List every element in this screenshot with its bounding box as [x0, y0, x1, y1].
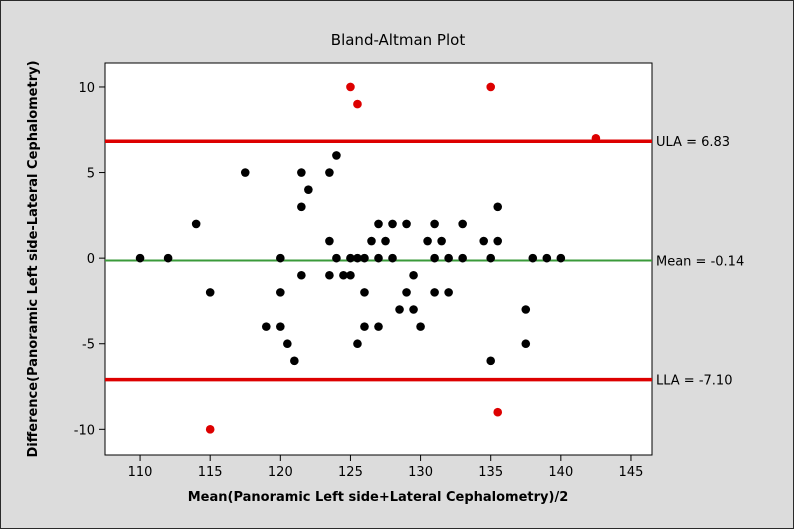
data-point — [493, 236, 503, 246]
reference-label-2: LLA = -7.10 — [656, 374, 732, 389]
data-point — [297, 202, 306, 212]
reference-label-0: ULA = 6.83 — [656, 135, 730, 150]
x-tick-label: 110 — [128, 465, 153, 480]
data-point — [276, 322, 285, 331]
data-point — [409, 270, 418, 280]
outlier-point — [591, 134, 601, 143]
outlier-point — [493, 407, 503, 417]
data-point — [402, 219, 411, 229]
data-point — [381, 236, 390, 246]
data-point — [430, 253, 439, 263]
data-point — [437, 236, 446, 246]
data-point — [486, 253, 496, 263]
y-tick-label: 10 — [78, 81, 95, 96]
chart-title: Bland-Altman Plot — [331, 31, 466, 49]
data-point — [332, 253, 341, 263]
x-tick-label: 135 — [478, 465, 503, 480]
outlier-point — [486, 82, 496, 92]
data-point — [325, 236, 334, 246]
reference-lines: ULA = 6.83 Mean = -0.14 LLA = -7.10 — [105, 135, 744, 389]
data-point — [521, 305, 531, 314]
data-point — [409, 305, 418, 314]
data-point — [402, 288, 411, 297]
data-point — [542, 253, 552, 263]
data-point — [191, 219, 201, 229]
data-point — [388, 219, 397, 229]
data-point — [297, 168, 306, 177]
data-point — [528, 253, 538, 263]
data-point — [290, 356, 299, 366]
data-point — [283, 339, 292, 349]
x-tick-label: 145 — [619, 465, 644, 480]
x-axis-title: Mean(Panoramic Left side+Lateral Cephalo… — [188, 490, 569, 505]
data-point — [346, 270, 355, 280]
data-point — [430, 288, 439, 297]
data-point — [416, 322, 425, 331]
data-point — [135, 253, 145, 263]
data-point — [346, 253, 355, 263]
data-point — [486, 356, 496, 366]
data-point — [479, 236, 488, 246]
data-point — [276, 288, 285, 297]
x-tick-label: 115 — [198, 465, 223, 480]
data-point — [444, 288, 453, 297]
data-point — [205, 288, 215, 297]
y-tick-label: -5 — [82, 338, 95, 353]
y-axis: 10 5 0 -5 -10 — [74, 81, 105, 438]
data-point — [304, 185, 313, 194]
outlier-point — [205, 425, 215, 434]
y-tick-label: 5 — [87, 167, 95, 182]
data-point — [276, 253, 285, 263]
data-point — [240, 168, 250, 177]
data-point — [444, 253, 453, 263]
x-tick-label: 120 — [268, 465, 293, 480]
data-point — [430, 219, 439, 229]
data-point — [339, 270, 348, 280]
data-point — [353, 339, 362, 349]
outlier-point — [346, 82, 355, 92]
reference-label-1: Mean = -0.14 — [656, 255, 744, 270]
data-point — [556, 253, 566, 263]
data-point — [374, 322, 383, 331]
y-tick-label: 0 — [87, 252, 95, 267]
y-axis-title: Difference(Panoramic Left side-Lateral C… — [26, 60, 41, 457]
data-point — [458, 219, 467, 229]
data-point — [395, 305, 404, 314]
data-point — [325, 270, 334, 280]
x-tick-label: 125 — [338, 465, 363, 480]
data-point — [388, 253, 397, 263]
data-point — [521, 339, 531, 349]
x-axis: 110 115 120 125 130 135 140 145 — [128, 455, 644, 480]
y-tick-label: -10 — [74, 423, 95, 438]
data-point — [353, 253, 362, 263]
data-point — [325, 168, 334, 177]
data-point — [332, 151, 341, 160]
data-point — [374, 253, 383, 263]
data-point — [360, 322, 369, 331]
data-points — [135, 82, 601, 434]
data-point — [367, 236, 376, 246]
data-point — [297, 270, 306, 280]
data-point — [360, 253, 369, 263]
data-point — [261, 322, 271, 331]
data-point — [374, 219, 383, 229]
data-point — [360, 288, 369, 297]
x-tick-label: 130 — [408, 465, 433, 480]
data-point — [493, 202, 503, 212]
data-point — [423, 236, 432, 246]
outlier-point — [353, 99, 362, 109]
data-point — [458, 253, 467, 263]
data-point — [163, 253, 173, 263]
x-tick-label: 140 — [548, 465, 573, 480]
